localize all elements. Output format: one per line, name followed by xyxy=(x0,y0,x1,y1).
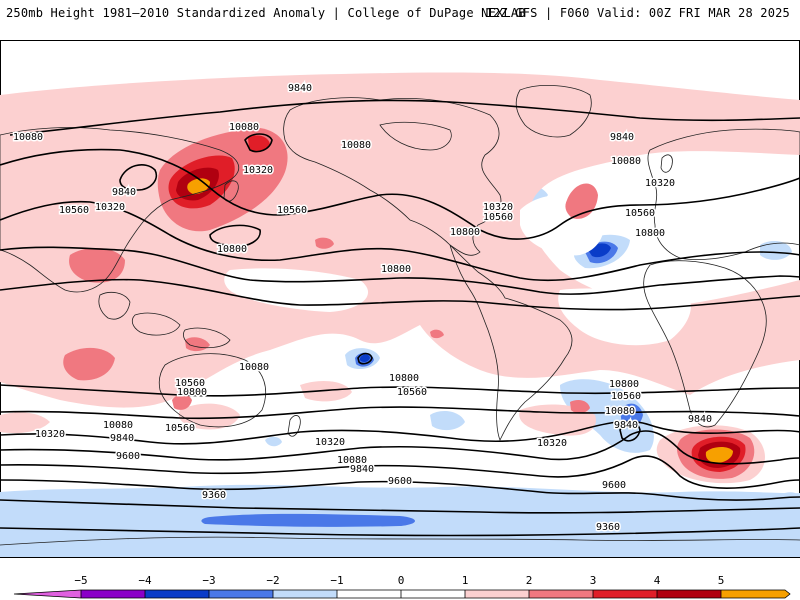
contour-label: 10320 xyxy=(95,202,125,213)
legend-swatch xyxy=(401,590,465,598)
contour-label: 10320 xyxy=(35,429,65,440)
legend-swatch xyxy=(465,590,529,598)
contour-label: 10320 xyxy=(483,202,513,213)
contour-label: 10080 xyxy=(605,406,635,417)
contour-label: 10560 xyxy=(175,378,205,389)
legend-tick-label: 0 xyxy=(398,574,405,587)
contour-label: 10320 xyxy=(645,178,675,189)
contour-label: 10800 xyxy=(389,373,419,384)
legend-tick-label: 5 xyxy=(718,574,725,587)
legend-swatch xyxy=(529,590,593,598)
legend-swatch xyxy=(14,590,81,598)
contour-label: 10800 xyxy=(635,228,665,239)
contour-label: 10320 xyxy=(537,438,567,449)
contour-label: 9840 xyxy=(288,83,312,94)
contour-label: 10560 xyxy=(59,205,89,216)
legend-tick-marks xyxy=(80,590,722,598)
legend-swatch xyxy=(273,590,337,598)
contour-label: 9840 xyxy=(614,420,638,431)
contour-label: 9600 xyxy=(388,476,412,487)
contour-label: 10320 xyxy=(315,437,345,448)
legend-swatch xyxy=(785,590,790,598)
legend-tick-label: −4 xyxy=(138,574,152,587)
map-title: 250mb Height 1981–2010 Standardized Anom… xyxy=(6,6,526,20)
legend-tick-label: 2 xyxy=(526,574,533,587)
legend-swatch xyxy=(81,590,145,598)
legend-swatch xyxy=(145,590,209,598)
model-run-label: 12Z GFS | F060 Valid: 00Z FRI MAR 28 202… xyxy=(485,6,790,20)
coastlines xyxy=(0,85,800,546)
contour-label: 9840 xyxy=(110,433,134,444)
legend-tick-label: −2 xyxy=(266,574,279,587)
legend-tick-label: 3 xyxy=(590,574,597,587)
legend-tick-label: −3 xyxy=(202,574,215,587)
contour-label: 10800 xyxy=(177,387,207,398)
contour-label: 10560 xyxy=(165,423,195,434)
legend-ticks: −5 −4 −3 −2 −1 0 1 2 3 4 5 xyxy=(74,574,724,587)
contour-label: 10800 xyxy=(450,227,480,238)
legend-swatch xyxy=(209,590,273,598)
legend-tick-label: −5 xyxy=(74,574,87,587)
contour-label: 9840 xyxy=(112,187,136,198)
contour-label: 10080 xyxy=(239,362,269,373)
color-scale-legend: −5 −4 −3 −2 −1 0 1 2 3 4 5 xyxy=(13,574,791,599)
legend-swatch xyxy=(657,590,721,598)
contour-label: 10560 xyxy=(397,387,427,398)
contour-label: 10080 xyxy=(341,140,371,151)
contour-label: 9360 xyxy=(596,522,620,533)
contour-label: 9840 xyxy=(610,132,634,143)
legend-tick-label: 1 xyxy=(462,574,469,587)
contour-labels: 9840 10080 10080 10320 10560 9840 10320 … xyxy=(11,82,713,535)
height-contours xyxy=(0,99,800,537)
contour-label: 10800 xyxy=(381,264,411,275)
positive-anomaly-regions xyxy=(0,72,800,484)
contour-label: 10560 xyxy=(483,212,513,223)
contour-label: 9360 xyxy=(202,490,226,501)
contour-label: 10080 xyxy=(13,132,43,143)
contour-label: 9840 xyxy=(350,464,374,475)
legend-swatch xyxy=(721,590,785,598)
legend-color-bar xyxy=(13,589,791,599)
anomaly-map: 9840 10080 10080 10320 10560 9840 10320 … xyxy=(0,40,800,558)
contour-label: 10080 xyxy=(103,420,133,431)
contour-label: 10080 xyxy=(229,122,259,133)
contour-label: 10560 xyxy=(625,208,655,219)
contour-label: 10080 xyxy=(611,156,641,167)
contour-label: 9840 xyxy=(688,414,712,425)
contour-label: 10800 xyxy=(217,244,247,255)
contour-label: 9600 xyxy=(116,451,140,462)
contour-label: 10800 xyxy=(609,379,639,390)
contour-label: 9600 xyxy=(602,480,626,491)
legend-swatch xyxy=(593,590,657,598)
contour-label: 10080 xyxy=(337,455,367,466)
legend-tick-label: −1 xyxy=(330,574,343,587)
legend-tick-label: 4 xyxy=(654,574,661,587)
contour-label: 10320 xyxy=(243,165,273,176)
legend-swatch xyxy=(337,590,401,598)
contour-label: 10560 xyxy=(277,205,307,216)
contour-label: 10560 xyxy=(611,391,641,402)
